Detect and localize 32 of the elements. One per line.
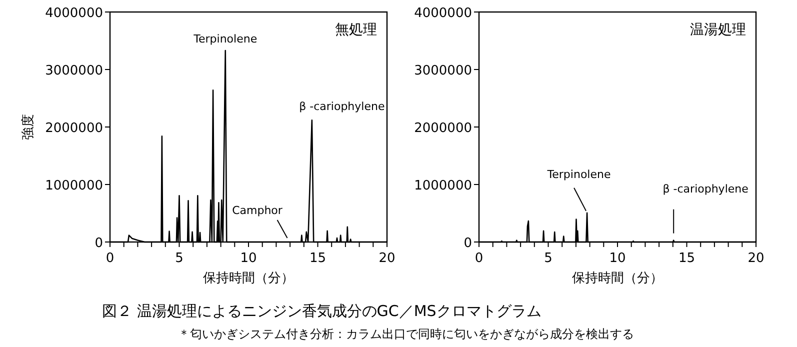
y-tick-label: 1000000 xyxy=(414,178,472,194)
annotation: Terpinolene xyxy=(192,32,258,46)
y-tick-label: 0 xyxy=(464,236,472,251)
x-tick-label: 10 xyxy=(609,251,626,266)
x-tick-label: 15 xyxy=(309,251,326,266)
y-tick-label: 2000000 xyxy=(45,121,103,136)
y-tick-label: 3000000 xyxy=(45,64,103,78)
x-tick-label: 15 xyxy=(678,251,696,266)
annotation: β -cariophylene xyxy=(662,182,749,196)
x-axis-title: 保持時間（分） xyxy=(203,271,294,286)
text: 無処理 xyxy=(335,22,377,38)
annotation: Camphor xyxy=(232,204,283,217)
x-tick-label: 0 xyxy=(106,251,114,266)
y-tick-label: 3000000 xyxy=(414,64,472,78)
x-tick-label: 5 xyxy=(544,251,552,266)
y-tick-label: 1000000 xyxy=(45,178,103,194)
y-axis-title: 強度 xyxy=(20,114,36,140)
x-tick-label: 0 xyxy=(474,251,484,266)
annotation: β -cariophylene xyxy=(299,100,385,114)
x-tick-label: 20 xyxy=(378,251,396,266)
y-tick-label: 4000000 xyxy=(45,6,103,21)
x-tick-label: 20 xyxy=(748,251,764,266)
text: 温湯処理 xyxy=(690,22,746,38)
y-tick-label: 0 xyxy=(94,236,103,251)
x-tick-label: 10 xyxy=(240,251,257,266)
text: ＊匂いかぎシステム付き分析：カラム出口で同時に匂いをかぎながら成分を検出する xyxy=(178,327,634,341)
x-tick-label: 5 xyxy=(175,251,184,266)
annotation: Terpinolene xyxy=(546,168,611,181)
x-axis-title: 保持時間（分） xyxy=(572,271,663,286)
y-tick-label: 4000000 xyxy=(414,6,472,21)
caption: 図２ 温湯処理によるニンジン香気成分のGC／MSクロマトグラム xyxy=(102,302,542,320)
y-tick-label: 2000000 xyxy=(414,121,472,136)
